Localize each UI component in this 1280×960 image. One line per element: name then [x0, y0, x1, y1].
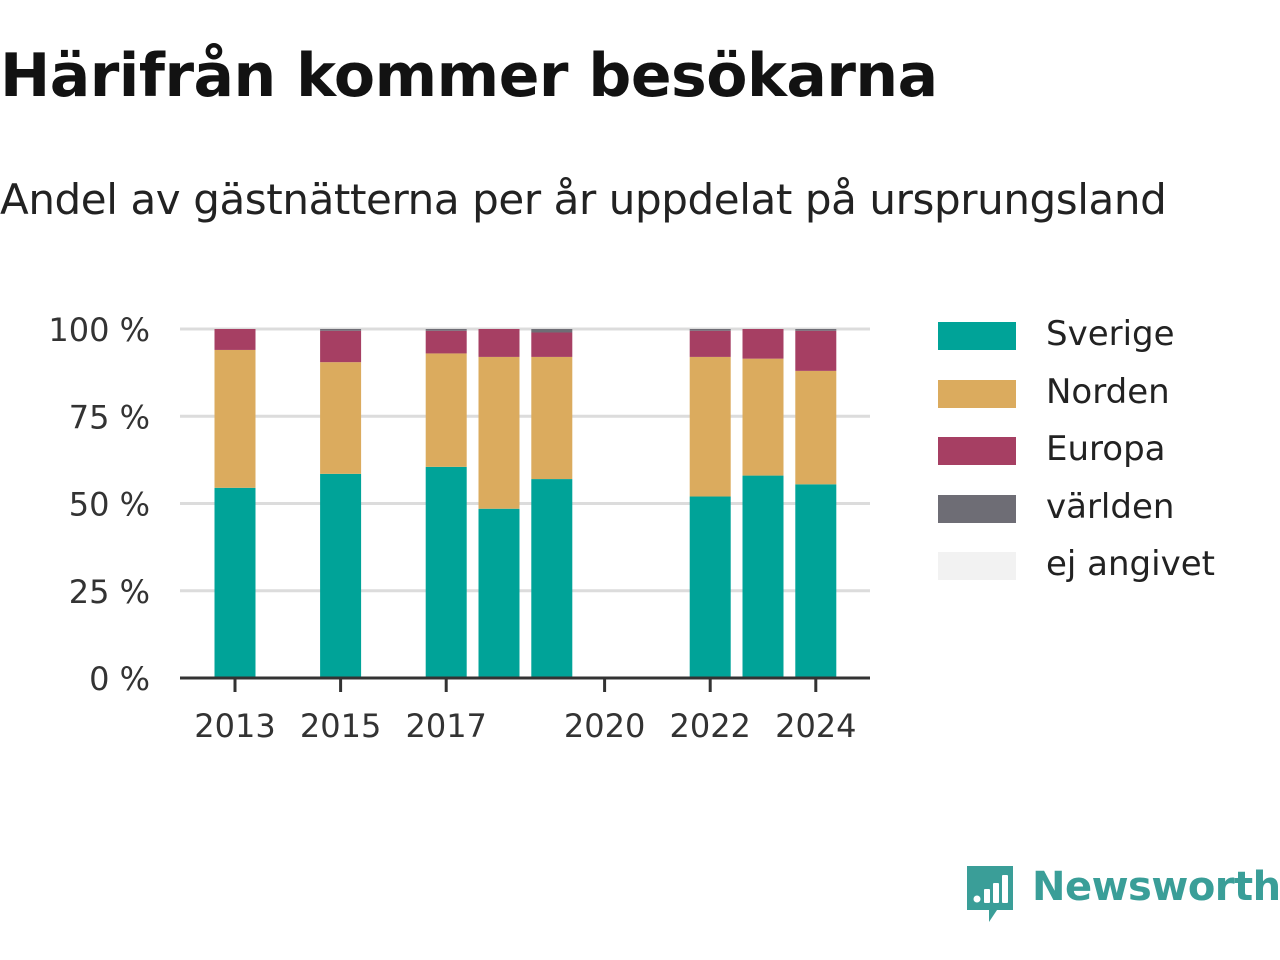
bar-segment-norden-2018 — [478, 356, 520, 509]
bar-segment-världen-2015 — [320, 329, 362, 331]
bar-segment-norden-2013 — [214, 349, 256, 488]
bar-segment-europa-2024 — [795, 330, 837, 371]
bar-segment-europa-2023 — [742, 329, 784, 359]
bar-segment-sverige-2018 — [478, 508, 520, 678]
bar-segment-sverige-2017 — [425, 466, 467, 678]
bar-segment-sverige-2013 — [214, 487, 256, 678]
x-tick-label: 2022 — [669, 707, 750, 745]
bar-segment-sverige-2019 — [531, 479, 573, 678]
legend-swatch — [938, 437, 1016, 465]
bar-segment-världen-2019 — [531, 329, 573, 333]
bar-segment-världen-2017 — [425, 329, 467, 331]
brand-name: Newsworthy — [1032, 864, 1280, 910]
legend-label: världen — [1046, 486, 1175, 527]
y-tick-label: 0 % — [89, 660, 150, 698]
bar-segment-sverige-2024 — [795, 484, 837, 678]
legend-label: Norden — [1046, 371, 1170, 412]
legend-label: ej angivet — [1046, 544, 1215, 584]
y-tick-label: 25 % — [69, 573, 150, 611]
legend-swatch — [938, 552, 1016, 580]
chart-subtitle: Andel av gästnätterna per år uppdelat på… — [0, 175, 1167, 224]
x-tick-label: 2015 — [300, 707, 381, 745]
y-tick-label: 75 % — [69, 398, 150, 436]
bar-segment-norden-2017 — [425, 353, 467, 467]
legend-swatch — [938, 322, 1016, 350]
bar-segment-europa-2017 — [425, 330, 467, 354]
bar-segment-norden-2019 — [531, 356, 573, 480]
legend-swatch — [938, 494, 1016, 523]
bar-segment-världen-2022 — [689, 329, 731, 331]
chart-title: Härifrån kommer besökarna — [0, 41, 938, 111]
bar-segment-norden-2023 — [742, 358, 784, 476]
bar-segment-världen-2024 — [795, 329, 837, 331]
bar-segment-europa-2018 — [478, 329, 520, 357]
newsworthy-logo-icon — [967, 866, 1013, 922]
bar-segment-europa-2015 — [320, 330, 362, 363]
y-tick-label: 50 % — [69, 486, 150, 524]
x-tick-label: 2024 — [775, 707, 856, 745]
bar-segment-sverige-2023 — [742, 475, 784, 678]
x-tick-label: 2020 — [564, 707, 645, 745]
bar-segment-norden-2022 — [689, 356, 731, 497]
bar-segment-norden-2024 — [795, 370, 837, 485]
legend-label: Sverige — [1046, 314, 1175, 354]
bar-segment-europa-2022 — [689, 330, 731, 357]
y-tick-label: 100 % — [48, 311, 150, 349]
x-tick-label: 2013 — [194, 707, 275, 745]
x-tick-label: 2017 — [405, 707, 486, 745]
legend-swatch — [938, 379, 1016, 408]
bar-segment-europa-2013 — [214, 329, 256, 350]
bar-segment-sverige-2015 — [320, 473, 362, 678]
bar-segment-europa-2019 — [531, 332, 573, 357]
bar-segment-norden-2015 — [320, 362, 362, 474]
legend-label: Europa — [1046, 429, 1166, 469]
bar-segment-sverige-2022 — [689, 496, 731, 678]
